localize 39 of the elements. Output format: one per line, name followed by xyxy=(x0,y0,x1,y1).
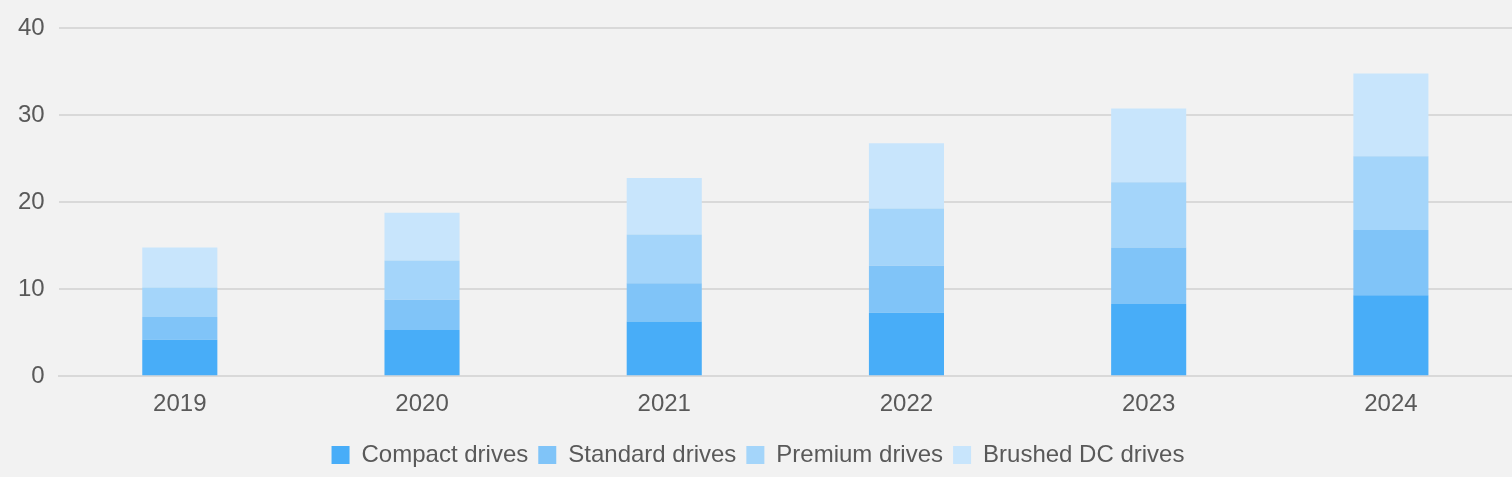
y-tick-label: 40 xyxy=(17,13,45,41)
bar xyxy=(1353,295,1429,376)
bar xyxy=(1111,182,1187,248)
y-tick-label: 20 xyxy=(17,186,45,214)
bar xyxy=(142,287,218,318)
bar xyxy=(1353,156,1429,231)
bar xyxy=(1111,247,1187,305)
bar xyxy=(1353,73,1429,157)
x-tick-label: 2023 xyxy=(1121,389,1176,417)
bar xyxy=(384,260,460,300)
x-tick-label: 2021 xyxy=(637,389,691,417)
bar xyxy=(142,339,218,376)
y-tick-label: 10 xyxy=(17,273,45,301)
bar xyxy=(868,143,944,209)
x-tick-label: 2022 xyxy=(879,389,934,417)
bar xyxy=(626,321,702,376)
y-tick-label: 0 xyxy=(31,360,45,388)
bar xyxy=(868,312,944,376)
bar xyxy=(1353,230,1429,296)
legend-label: Premium drives xyxy=(776,439,944,467)
bar xyxy=(1111,304,1187,376)
bar xyxy=(868,208,944,266)
bar xyxy=(626,177,702,235)
legend-label: Compact drives xyxy=(361,439,529,467)
bar xyxy=(142,317,218,340)
bar xyxy=(626,283,702,322)
x-tick-label: 2020 xyxy=(395,389,449,417)
legend-label: Standard drives xyxy=(568,439,737,467)
y-tick-label: 30 xyxy=(17,99,45,127)
x-tick-label: 2019 xyxy=(153,389,207,417)
bar xyxy=(384,212,460,261)
bar xyxy=(626,234,702,284)
bar xyxy=(384,299,460,331)
bar xyxy=(1111,108,1187,183)
legend-label: Brushed DC drives xyxy=(983,439,1185,467)
bar xyxy=(868,265,944,313)
bar xyxy=(384,330,460,376)
x-tick-label: 2024 xyxy=(1364,389,1418,417)
bar xyxy=(142,247,218,288)
